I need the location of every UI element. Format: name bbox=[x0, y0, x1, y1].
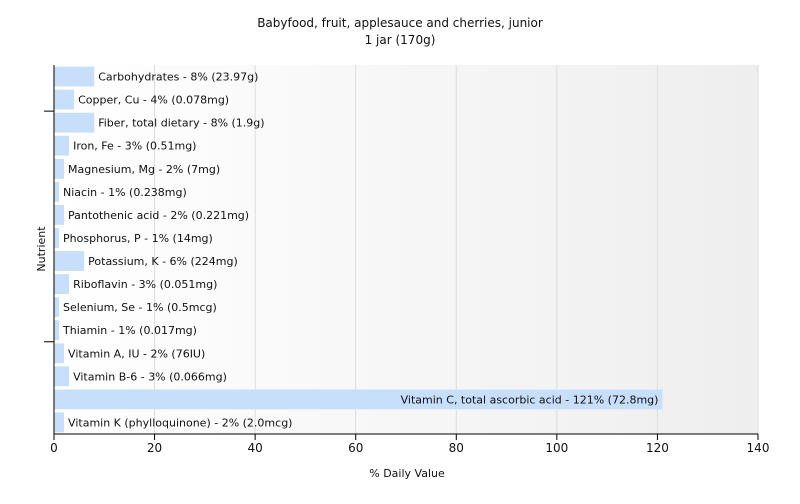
chart-subtitle: 1 jar (170g) bbox=[365, 33, 436, 47]
bar bbox=[54, 89, 75, 110]
bar bbox=[54, 297, 60, 318]
x-tick-label: 0 bbox=[50, 441, 58, 455]
bar-label: Copper, Cu - 4% (0.078mg) bbox=[78, 94, 229, 107]
bar-label: Selenium, Se - 1% (0.5mcg) bbox=[63, 301, 217, 314]
bar-label: Niacin - 1% (0.238mg) bbox=[63, 186, 187, 199]
bar-label: Fiber, total dietary - 8% (1.9g) bbox=[98, 117, 264, 130]
bar-label: Potassium, K - 6% (224mg) bbox=[88, 255, 238, 268]
bar bbox=[54, 389, 663, 410]
bar-label: Phosphorus, P - 1% (14mg) bbox=[63, 232, 213, 245]
bar-label: Vitamin C, total ascorbic acid - 121% (7… bbox=[401, 393, 659, 406]
bar-label: Vitamin A, IU - 2% (76IU) bbox=[68, 347, 205, 360]
bar-label: Magnesium, Mg - 2% (7mg) bbox=[68, 163, 220, 176]
bar-label: Vitamin B-6 - 3% (0.066mg) bbox=[73, 370, 227, 383]
chart-title: Babyfood, fruit, applesauce and cherries… bbox=[257, 16, 543, 30]
x-axis-label: % Daily Value bbox=[369, 467, 445, 480]
bar-label: Pantothenic acid - 2% (0.221mg) bbox=[68, 209, 249, 222]
x-tick-label: 120 bbox=[646, 441, 669, 455]
bar bbox=[54, 204, 65, 225]
x-tick-label: 80 bbox=[449, 441, 464, 455]
plot-background bbox=[54, 65, 758, 434]
x-tick-label: 100 bbox=[545, 441, 568, 455]
bar bbox=[54, 366, 70, 387]
y-axis-label: Nutrient bbox=[35, 226, 48, 272]
bar bbox=[54, 251, 85, 271]
bar-label: Iron, Fe - 3% (0.51mg) bbox=[73, 140, 196, 153]
x-tick-label: 40 bbox=[248, 441, 263, 455]
x-tick-label: 60 bbox=[348, 441, 363, 455]
plot-area: Carbohydrates - 8% (23.97g) Copper, Cu - … bbox=[44, 65, 769, 455]
bar bbox=[54, 274, 70, 295]
bar bbox=[54, 412, 65, 433]
bar bbox=[54, 66, 95, 87]
bar-label: Riboflavin - 3% (0.051mg) bbox=[73, 278, 217, 291]
bar bbox=[54, 158, 65, 179]
bar bbox=[54, 228, 60, 248]
bar-label: Carbohydrates - 8% (23.97g) bbox=[98, 71, 258, 84]
bar bbox=[54, 343, 65, 364]
bar bbox=[54, 320, 60, 341]
bar-label: Vitamin K (phylloquinone) - 2% (2.0mcg) bbox=[68, 416, 292, 429]
x-tick-label: 20 bbox=[147, 441, 162, 455]
bar bbox=[54, 135, 70, 156]
bar bbox=[54, 112, 95, 133]
x-tick-label: 140 bbox=[747, 441, 770, 455]
bar-label: Thiamin - 1% (0.017mg) bbox=[62, 324, 197, 337]
bar bbox=[54, 181, 60, 202]
